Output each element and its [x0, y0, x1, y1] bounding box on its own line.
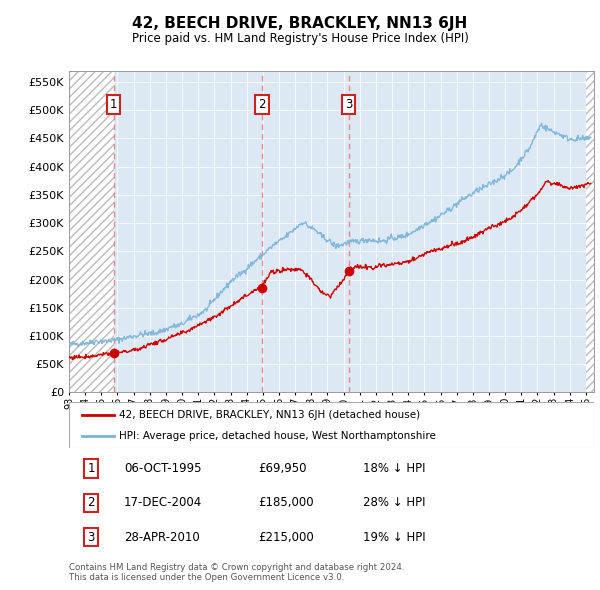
Text: 2: 2: [259, 98, 266, 111]
Text: 3: 3: [345, 98, 352, 111]
Text: Contains HM Land Registry data © Crown copyright and database right 2024.: Contains HM Land Registry data © Crown c…: [69, 563, 404, 572]
Text: £215,000: £215,000: [258, 530, 314, 543]
Text: 17-DEC-2004: 17-DEC-2004: [124, 496, 202, 510]
Text: 28-APR-2010: 28-APR-2010: [124, 530, 200, 543]
Text: 3: 3: [88, 530, 95, 543]
Text: HPI: Average price, detached house, West Northamptonshire: HPI: Average price, detached house, West…: [119, 431, 436, 441]
Text: 1: 1: [88, 463, 95, 476]
Text: 2: 2: [88, 496, 95, 510]
Text: This data is licensed under the Open Government Licence v3.0.: This data is licensed under the Open Gov…: [69, 572, 344, 582]
Text: Price paid vs. HM Land Registry's House Price Index (HPI): Price paid vs. HM Land Registry's House …: [131, 32, 469, 45]
Text: 18% ↓ HPI: 18% ↓ HPI: [363, 463, 425, 476]
Text: £69,950: £69,950: [258, 463, 307, 476]
Text: 19% ↓ HPI: 19% ↓ HPI: [363, 530, 425, 543]
FancyBboxPatch shape: [69, 402, 594, 448]
Text: 1: 1: [110, 98, 118, 111]
Bar: [69, 71, 114, 392]
Bar: [586, 71, 594, 392]
Text: £185,000: £185,000: [258, 496, 314, 510]
Text: 28% ↓ HPI: 28% ↓ HPI: [363, 496, 425, 510]
Text: 42, BEECH DRIVE, BRACKLEY, NN13 6JH (detached house): 42, BEECH DRIVE, BRACKLEY, NN13 6JH (det…: [119, 410, 420, 420]
Text: 42, BEECH DRIVE, BRACKLEY, NN13 6JH: 42, BEECH DRIVE, BRACKLEY, NN13 6JH: [133, 16, 467, 31]
Text: 06-OCT-1995: 06-OCT-1995: [124, 463, 202, 476]
